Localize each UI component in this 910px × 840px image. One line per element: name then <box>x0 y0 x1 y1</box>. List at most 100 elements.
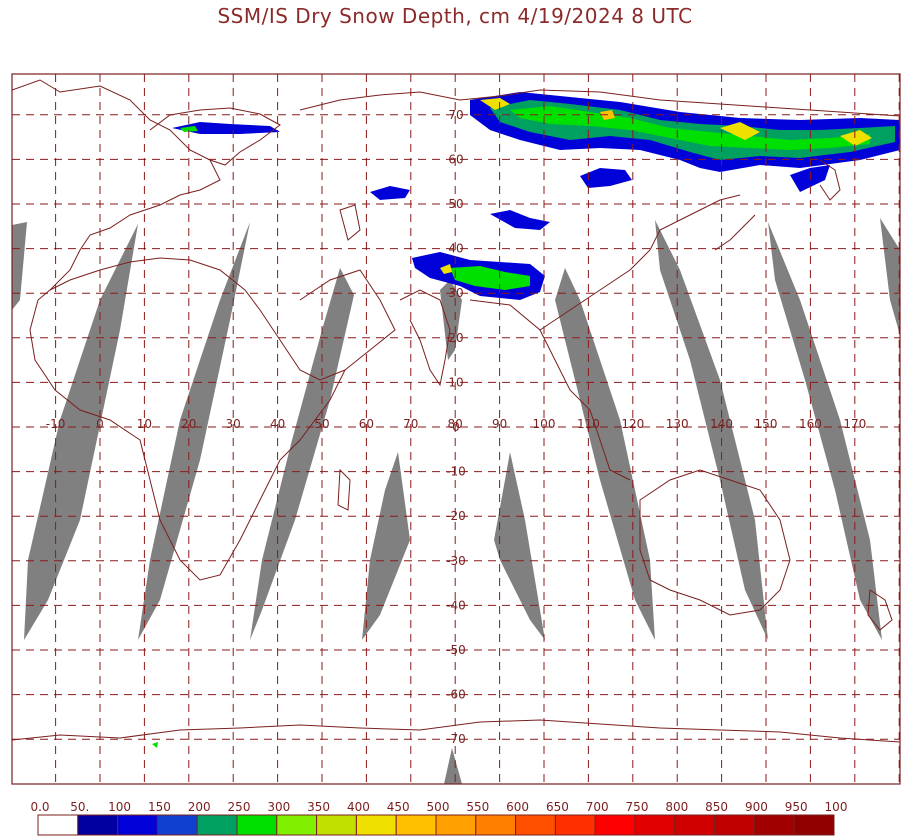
coastline-australia <box>639 469 791 616</box>
no-data-swath <box>138 222 250 640</box>
snow-patch <box>580 168 632 188</box>
legend-label: 0.0 <box>30 800 49 814</box>
legend-label: 450 <box>387 800 410 814</box>
coastline-kamchatka <box>819 159 841 201</box>
legend-label: 250 <box>228 800 251 814</box>
legend-swatch <box>594 814 636 836</box>
longitude-label: 80 <box>448 417 463 431</box>
legend-label: 950 <box>785 800 808 814</box>
legend-label: 650 <box>546 800 569 814</box>
map-frame <box>11 73 901 785</box>
legend-label: 100 <box>825 800 848 814</box>
longitude-label: -10 <box>46 417 66 431</box>
snow-patch <box>720 122 760 140</box>
coastline-seasia <box>469 299 631 481</box>
longitude-label: 50 <box>314 417 329 431</box>
longitude-label: 10 <box>137 417 152 431</box>
coastline-scandinavia <box>149 107 281 166</box>
legend-swatch <box>674 814 716 836</box>
legend-label: 300 <box>267 800 290 814</box>
latitude-label: 0 <box>452 420 460 434</box>
no-data-swath <box>250 268 354 640</box>
legend-swatch <box>753 814 795 836</box>
lat-lon-grid <box>12 74 900 784</box>
legend-label: 850 <box>705 800 728 814</box>
latitude-label: 10 <box>448 375 463 389</box>
longitude-label: 120 <box>621 417 644 431</box>
coastline-new-zealand <box>867 589 893 631</box>
longitude-labels: -10 0 10 20 30 40 50 60 70 80 90 100 110 120 130 140 150… <box>46 417 866 431</box>
coastline-madagascar <box>337 468 351 511</box>
longitude-label: 100 <box>533 417 556 431</box>
no-data-swath <box>768 222 882 640</box>
coastline-caspian <box>339 204 361 241</box>
longitude-label: 90 <box>492 417 507 431</box>
latitude-label: -10 <box>446 465 466 479</box>
legend-label: 400 <box>347 800 370 814</box>
snow-patch <box>172 122 280 134</box>
longitude-label: 130 <box>666 417 689 431</box>
coastline-china <box>539 194 741 331</box>
legend-label: 700 <box>586 800 609 814</box>
longitude-label: 140 <box>710 417 733 431</box>
color-legend: 0.0 50. 100 150 200 250 300 350 400 450 500 550 600 6… <box>30 800 848 836</box>
latitude-label: -60 <box>446 688 466 702</box>
longitude-label: 20 <box>181 417 196 431</box>
legend-swatch <box>236 814 278 836</box>
coastline-japan <box>714 214 756 251</box>
coastline-africa <box>29 257 347 581</box>
longitude-label: 60 <box>359 417 374 431</box>
snow-patch <box>152 742 158 748</box>
no-data-swath <box>494 452 545 640</box>
latitude-label: -50 <box>446 643 466 657</box>
longitude-label: 0 <box>96 417 104 431</box>
legend-swatch <box>395 814 437 836</box>
coastline-antarctica <box>12 719 900 743</box>
legend-swatch <box>156 814 198 836</box>
legend-label: 200 <box>188 800 211 814</box>
legend-swatch <box>316 814 357 836</box>
snow-patch <box>840 130 872 146</box>
legend-label: 350 <box>307 800 330 814</box>
legend-swatch <box>714 814 755 836</box>
no-data-swath <box>362 452 410 640</box>
no-data-swaths <box>12 218 900 784</box>
no-data-swath <box>655 220 768 640</box>
legend-label: 900 <box>745 800 768 814</box>
legend-label: 750 <box>626 800 649 814</box>
legend-swatch <box>634 814 676 836</box>
coastlines <box>12 79 900 743</box>
legend-label: 800 <box>665 800 688 814</box>
longitude-label: 40 <box>270 417 285 431</box>
no-data-swath <box>444 748 462 784</box>
latitude-label: 70 <box>448 108 463 122</box>
snow-patch <box>180 126 198 132</box>
no-data-swath <box>880 218 900 335</box>
legend-swatch <box>196 814 238 836</box>
legend-swatch <box>37 814 79 836</box>
snow-patch <box>370 186 410 200</box>
longitude-label: 160 <box>799 417 822 431</box>
map-title: SSM/IS Dry Snow Depth, cm 4/19/2024 8 UT… <box>217 4 693 28</box>
no-data-swath <box>24 224 138 640</box>
longitude-label: 70 <box>403 417 418 431</box>
latitude-label: 50 <box>448 197 463 211</box>
latitude-label: -20 <box>446 509 466 523</box>
legend-label: 150 <box>148 800 171 814</box>
legend-swatch <box>435 814 477 836</box>
longitude-label: 170 <box>843 417 866 431</box>
latitude-label: 60 <box>448 152 463 166</box>
longitude-label: 30 <box>226 417 241 431</box>
map-canvas <box>12 74 900 784</box>
snow-depth-patches <box>152 92 900 748</box>
legend-swatch <box>793 814 835 836</box>
legend-label: 550 <box>466 800 489 814</box>
legend-swatch <box>515 814 556 836</box>
latitude-label: 30 <box>448 286 463 300</box>
latitude-labels: 70 60 50 40 30 20 10 0 -10 -20 -30 -40 -50 -60 -70 <box>446 108 466 746</box>
snow-patch <box>490 210 550 230</box>
no-data-swath <box>12 222 27 310</box>
legend-swatch <box>117 814 158 836</box>
coastline-india <box>399 289 451 387</box>
